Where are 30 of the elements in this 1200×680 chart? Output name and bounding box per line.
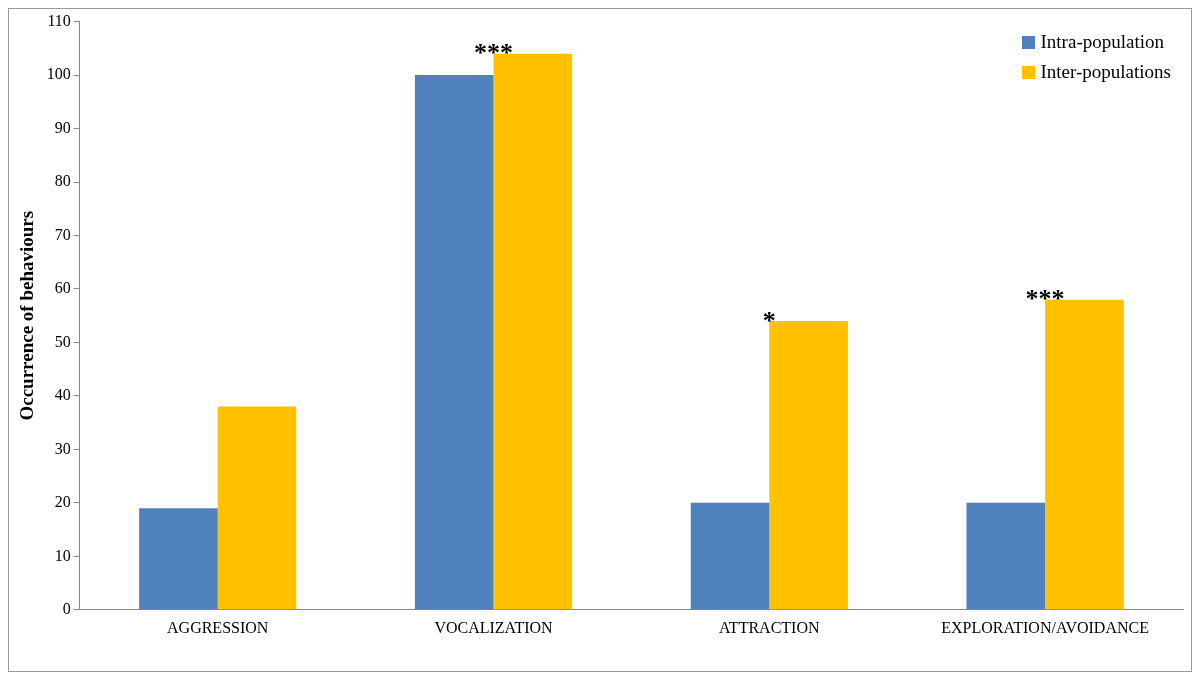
y-axis-title: Occurrence of behaviours [16,210,38,421]
bar [414,75,494,610]
legend-label: Inter-populations [1040,60,1171,84]
x-tick-label: EXPLORATION/AVOIDANCE [941,618,1149,636]
annotation: *** [1025,284,1065,314]
y-tick-label: 50 [54,332,71,350]
bar [966,502,1046,610]
bar [139,508,218,610]
x-tick-label: ATTRACTION [719,618,820,636]
y-tick-label: 80 [54,172,71,190]
bar [1045,299,1124,610]
y-tick-label: 60 [54,279,71,297]
y-tick-label: 0 [62,600,71,617]
y-tick-label: 10 [54,546,71,564]
y-tick-label: 110 [47,11,71,29]
bar [769,321,848,610]
y-tick-label: 90 [54,118,71,136]
x-tick-label: AGGRESSION [167,618,269,636]
y-tick-label: 20 [54,493,71,511]
legend-label: Intra-population [1040,30,1164,54]
bar [493,53,573,610]
y-tick-label: 30 [54,439,71,457]
bar [690,502,770,610]
bar [217,406,297,610]
y-tick-label: 100 [46,65,71,83]
annotation: *** [474,38,513,68]
y-tick-label: 40 [54,386,71,404]
annotation: * [762,305,776,335]
y-tick-label: 70 [54,225,71,243]
x-tick-label: VOCALIZATION [434,618,554,636]
